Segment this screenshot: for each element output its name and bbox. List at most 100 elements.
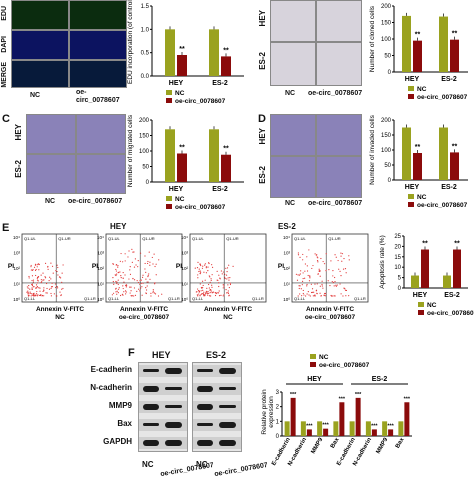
significance-label: ** xyxy=(179,46,185,53)
y-tick-label: 15 xyxy=(394,255,401,261)
flow-event xyxy=(51,286,53,288)
flow-event xyxy=(29,291,31,293)
bar-nc xyxy=(402,15,411,72)
flow-event xyxy=(36,286,39,288)
flow-event xyxy=(322,260,324,263)
flow-event xyxy=(123,291,125,293)
bar-oe xyxy=(221,56,231,76)
flow-event xyxy=(198,290,201,292)
flow-event xyxy=(320,294,322,297)
flow-event xyxy=(40,293,42,296)
flow-event xyxy=(295,273,298,275)
flow-event xyxy=(335,256,337,258)
bar-oe xyxy=(413,40,422,72)
y-tick-label: 100 xyxy=(139,149,150,155)
flow-event xyxy=(196,288,199,290)
flow-event xyxy=(302,272,304,274)
flow-event xyxy=(316,260,319,262)
flow-event xyxy=(205,266,207,268)
flow-event xyxy=(331,280,333,283)
micrograph-merge-oe xyxy=(69,60,127,88)
legend-label-nc: NC xyxy=(417,86,427,93)
y-axis-label: PI xyxy=(176,263,182,270)
y-tick-label: 2 xyxy=(276,405,280,411)
flow-event xyxy=(197,295,199,297)
flow-event xyxy=(35,274,37,277)
bar-nc xyxy=(398,421,404,436)
flow-event xyxy=(33,286,35,288)
flow-event xyxy=(145,271,147,274)
flow-event xyxy=(210,279,212,281)
flow-event xyxy=(336,284,338,286)
flow-event xyxy=(308,294,310,296)
flow-event xyxy=(311,267,313,270)
flow-event xyxy=(302,259,304,261)
flow-event xyxy=(298,287,300,290)
legend-swatch-oe xyxy=(166,98,172,103)
bar-oe xyxy=(413,153,422,180)
flow-event xyxy=(199,263,201,265)
y-tick-label: 10¹ xyxy=(283,282,290,287)
flow-event xyxy=(312,264,314,267)
flow-event xyxy=(206,292,208,294)
flow-event xyxy=(194,267,196,269)
y-tick-label: 25 xyxy=(394,234,401,240)
flow-event xyxy=(32,268,34,271)
legend-label-nc: NC xyxy=(417,194,427,201)
flow-event xyxy=(137,281,139,284)
flow-event xyxy=(131,248,133,250)
flow-event xyxy=(130,295,133,297)
flow-event xyxy=(318,270,320,273)
flow-event xyxy=(50,287,52,289)
flow-event xyxy=(300,288,302,290)
flow-event xyxy=(134,294,137,296)
flow-event xyxy=(28,294,30,297)
flow-event xyxy=(123,281,125,283)
flow-event xyxy=(297,254,300,256)
bar-nc xyxy=(284,421,290,436)
transwell-es2-nc xyxy=(270,156,316,198)
flow-event xyxy=(115,264,117,266)
flow-event xyxy=(208,292,210,294)
flow-event xyxy=(205,292,207,294)
flow-event xyxy=(149,261,151,263)
flow-event xyxy=(330,294,332,297)
y-tick-label: 10⁰ xyxy=(13,297,20,302)
flow-event xyxy=(48,279,50,282)
flow-event xyxy=(210,295,212,297)
flow-event xyxy=(119,271,121,273)
micrograph-dapi-nc xyxy=(11,30,69,60)
flow-event xyxy=(306,265,308,267)
flow-event xyxy=(201,280,204,282)
flow-event xyxy=(304,270,306,272)
flow-event xyxy=(112,281,114,283)
flow-event xyxy=(197,261,199,263)
y-axis-label: PI xyxy=(8,263,14,270)
flow-event xyxy=(207,290,209,293)
blot-label-ecadherin: E-cadherin xyxy=(90,365,132,374)
flow-event xyxy=(324,292,326,295)
y-axis-label: PI xyxy=(92,263,98,270)
y-tick-label: 10⁴ xyxy=(283,235,290,240)
flow-event xyxy=(141,294,143,296)
flow-event xyxy=(297,295,299,297)
transwell-hey-oe xyxy=(76,114,126,154)
flow-event xyxy=(34,263,37,265)
flow-event xyxy=(135,264,137,266)
significance-label: ** xyxy=(223,47,229,54)
flow-event xyxy=(337,259,339,262)
flow-event xyxy=(31,279,33,282)
x-tick-label: HEY xyxy=(413,292,428,299)
flow-event xyxy=(344,289,347,291)
flow-event xyxy=(27,287,29,289)
y-tick-label: 10⁰ xyxy=(97,297,104,302)
y-axis-label: PI xyxy=(278,263,284,270)
y-tick-label: 10⁰ xyxy=(181,297,188,302)
y-tick-label: 0 xyxy=(388,178,392,184)
flow-event xyxy=(128,250,130,252)
y-tick-label: 0 xyxy=(398,286,402,292)
y-tick-label: 200 xyxy=(381,118,392,124)
flow-event xyxy=(340,252,342,254)
flow-event xyxy=(348,259,350,261)
flow-event xyxy=(140,282,143,284)
